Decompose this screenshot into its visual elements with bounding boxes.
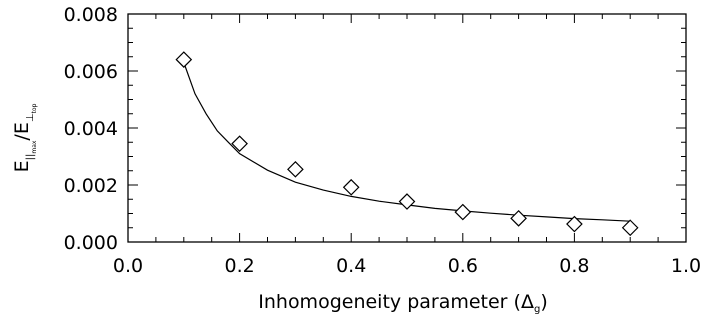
y-tick-label: 0.000 [64,232,118,254]
y-axis-title-numerator: E [11,160,33,172]
x-tick-label: 0.4 [336,255,366,277]
diamond-data-point [175,51,193,68]
diamond-data-point [566,215,583,233]
y-tick-label: 0.006 [64,61,118,83]
diamond-data-point [454,203,472,221]
x-tick-label: 0.8 [559,255,589,277]
y-axis-title: E||max/E⊥top [11,103,38,172]
diamond-data-point [621,219,639,237]
y-axis-title-denominator-subsub: top [31,103,38,113]
y-tick-label: 0.004 [64,118,118,140]
ticks: 0.0 0.2 0.4 0.6 0.8 1.0 0.000 0.002 0.004 0.006 0.… [64,4,702,277]
y-axis-title-numerator-sub: || [25,154,36,161]
diamond-marker-series [175,51,639,237]
x-axis-title: Inhomogeneity parameter (Δg) [258,291,548,315]
y-axis-title-numerator-subsub: max [31,140,38,154]
x-axis-title-paren-close: ) [540,291,547,313]
diamond-data-point [398,193,416,210]
svg-text:E||max/E⊥top: E||max/E⊥top [11,103,38,172]
x-tick-label: 0.6 [448,255,478,277]
x-axis-title-symbol: Δ [521,291,534,313]
y-axis-title-denominator: E [11,122,33,134]
diamond-data-point [510,209,527,227]
y-tick-label: 0.002 [64,175,118,197]
y-axis-title-denominator-sub: ⊥ [25,113,36,122]
x-tick-label: 0.0 [113,255,143,277]
x-axis-title-text: Inhomogeneity parameter [258,291,507,313]
x-axis-title-symbol-sub: g [534,304,540,315]
x-tick-label: 0.2 [224,255,254,277]
y-axis-title-divider: / [11,134,33,141]
x-tick-label: 1.0 [671,255,701,277]
fit-curve-line [183,62,631,222]
diamond-data-point [287,160,304,178]
x-axis-title-paren-open: ( [514,291,521,313]
diamond-data-point [231,135,248,153]
y-tick-label: 0.008 [64,4,118,26]
fit-curve-series [183,62,631,222]
diamond-data-point [342,178,360,196]
